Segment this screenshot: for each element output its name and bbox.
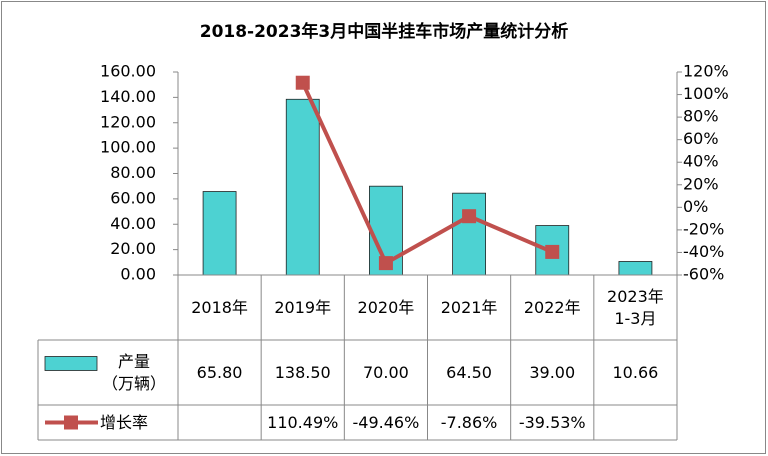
data-label: 10.66 (612, 362, 659, 382)
y-tick-label: 140.00 (100, 87, 156, 106)
y-tick-label: 0.00 (120, 265, 156, 284)
y2-tick-label: 40% (683, 152, 719, 171)
y-tick-label: 80.00 (110, 163, 156, 182)
x-tick-label: 2022年 (523, 297, 581, 317)
data-label: 110.49% (267, 412, 339, 432)
x-tick-label: 2020年 (357, 297, 415, 317)
line-marker (295, 75, 310, 90)
y2-tick-label: -20% (683, 219, 724, 238)
legend-label: 产量 （万辆） (101, 351, 166, 393)
data-label: 64.50 (446, 362, 492, 382)
legend-key (64, 415, 78, 430)
bar (285, 98, 320, 276)
x-tick-label: 2019年 (274, 297, 332, 317)
x-tick-label: 2021年 (440, 297, 498, 317)
y-tick-label: 120.00 (100, 112, 156, 131)
y2-tick-label: -60% (683, 265, 724, 284)
chart-title: 2018-2023年3月中国半挂车市场产量统计分析 (200, 21, 569, 42)
line-marker (378, 256, 393, 271)
y2-tick-label: 120% (683, 62, 729, 81)
bar (202, 191, 237, 276)
x-tick-label: 2023年 1-3月 (607, 286, 664, 328)
y-tick-label: 60.00 (110, 188, 156, 207)
legend-label: 增长率 (100, 412, 149, 432)
y-tick-label: 160.00 (100, 62, 156, 81)
y-tick-label: 100.00 (100, 138, 156, 157)
y2-tick-label: 20% (683, 174, 719, 193)
data-label: 70.00 (363, 362, 409, 382)
y2-tick-label: 0% (683, 197, 708, 216)
y2-tick-label: 80% (683, 107, 719, 126)
data-label: -7.86% (440, 412, 498, 432)
bar (452, 192, 486, 276)
data-label: 39.00 (529, 362, 576, 382)
data-label: -39.53% (518, 412, 586, 432)
line-marker (462, 209, 477, 224)
y2-tick-label: 100% (683, 84, 729, 103)
bar (618, 261, 653, 276)
y2-tick-label: 60% (683, 129, 719, 148)
line-marker (545, 244, 560, 259)
line (300, 81, 554, 266)
data-label: -49.46% (352, 412, 420, 432)
data-label: 65.80 (196, 362, 243, 382)
data-label: 138.50 (274, 362, 331, 382)
y-tick-label: 20.00 (110, 239, 156, 258)
y-tick-label: 40.00 (110, 214, 156, 233)
legend-key (44, 356, 98, 371)
x-tick-label: 2018年 (191, 297, 248, 317)
y2-tick-label: -40% (683, 242, 724, 261)
